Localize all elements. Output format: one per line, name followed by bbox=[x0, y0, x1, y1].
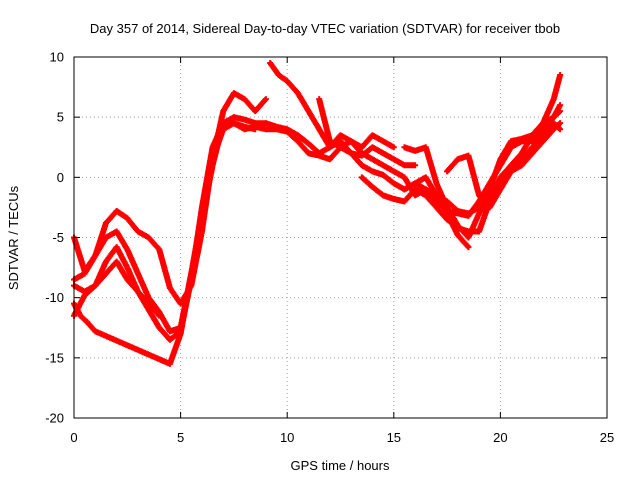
y-axis-label: SDTVAR / TECUs bbox=[6, 185, 21, 290]
data-series bbox=[71, 60, 564, 367]
y-tick-label: 0 bbox=[57, 170, 64, 185]
y-tick-label: 10 bbox=[50, 50, 64, 65]
y-tick-label: -15 bbox=[45, 350, 64, 365]
y-tick-label: -10 bbox=[45, 290, 64, 305]
y-tick-label: -20 bbox=[45, 411, 64, 426]
x-tick-label: 15 bbox=[387, 430, 401, 445]
plot-frame bbox=[73, 56, 608, 419]
chart-title: Day 357 of 2014, Sidereal Day-to-day VTE… bbox=[90, 21, 560, 36]
x-tick-label: 0 bbox=[70, 430, 77, 445]
y-tick-label: 5 bbox=[57, 110, 64, 125]
axis-ticks: 0 5 10 15 20 25 -20 -15 -10 -5 0 5 10 bbox=[45, 50, 614, 446]
series-track-4 bbox=[71, 120, 259, 367]
y-tick-label: -5 bbox=[52, 230, 64, 245]
series-track-10 bbox=[401, 174, 472, 251]
series-marker-trail bbox=[402, 175, 471, 249]
grid-lines bbox=[74, 57, 607, 418]
series-marker-trail bbox=[445, 121, 562, 210]
x-tick-label: 20 bbox=[493, 430, 507, 445]
x-tick-label: 25 bbox=[600, 430, 614, 445]
x-tick-label: 10 bbox=[280, 430, 294, 445]
x-tick-label: 5 bbox=[177, 430, 184, 445]
x-axis-label: GPS time / hours bbox=[291, 458, 390, 473]
series-marker-trail bbox=[71, 259, 162, 318]
series-marker-trail bbox=[71, 120, 257, 367]
series-track-11 bbox=[444, 120, 564, 211]
